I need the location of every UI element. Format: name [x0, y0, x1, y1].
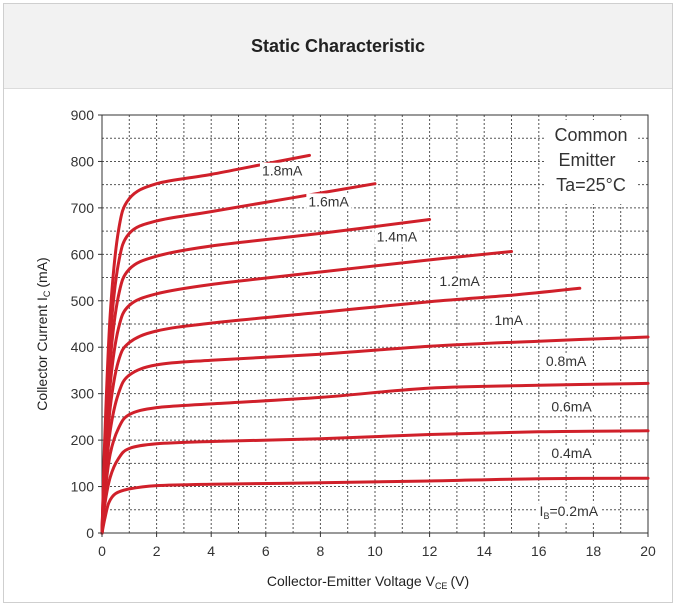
curve-label-background	[259, 162, 306, 179]
x-tick-label: 12	[422, 543, 438, 559]
curve-label: 1.8mA	[262, 163, 303, 179]
curve-label: 0.4mA	[551, 445, 592, 461]
x-tick-label: 20	[640, 543, 656, 559]
y-tick-label: 600	[71, 246, 95, 262]
x-tick-label: 6	[262, 543, 270, 559]
annotation-box: Common Emitter Ta=25°C	[544, 120, 637, 204]
y-tick-label: 0	[86, 525, 94, 541]
curve-label-background	[492, 311, 526, 328]
y-axis-title: Collector Current IC (mA)	[34, 257, 52, 410]
series-line	[100, 381, 650, 535]
chart-title: Static Characteristic	[250, 35, 426, 56]
curve-labels: IB=0.2mA 0.4mA 0.6mA 0.8mA 1mA 1.2mA 1.4mA 1.6m…	[259, 162, 601, 522]
series-line	[100, 429, 650, 535]
x-tick-label: 2	[153, 543, 161, 559]
x-tick-label: 16	[531, 543, 547, 559]
annotation-line-1: Common	[554, 125, 627, 145]
y-tick-label: 100	[71, 479, 95, 495]
curve-label-background	[374, 228, 420, 245]
curve-label: 1mA	[494, 312, 523, 328]
series-line	[100, 335, 650, 535]
curve-label-background	[537, 503, 601, 522]
x-tick-label: 14	[476, 543, 492, 559]
annotation-line-2: Emitter	[558, 150, 615, 170]
x-axis-title-subscript: CE	[435, 581, 448, 591]
curve-label-background	[543, 353, 589, 370]
curve-label-background	[437, 272, 483, 289]
annotation-background	[544, 120, 637, 204]
y-tick-label: 300	[71, 386, 95, 402]
curve-label: 1.4mA	[377, 229, 418, 245]
annotation-line-3: Ta=25°C	[556, 175, 626, 195]
y-tick-label: 900	[71, 107, 95, 123]
series-line	[100, 153, 311, 535]
series-line	[100, 476, 650, 535]
curve-label-background	[549, 398, 595, 415]
y-tick-label: 800	[71, 153, 95, 169]
x-tick-label: 0	[98, 543, 106, 559]
series-line	[100, 250, 513, 535]
chart-card: Static Characteristic 0 2 4 6 8 10 12 14 16 18 20 0…	[3, 3, 673, 603]
x-axis-title-main: Collector-Emitter Voltage V	[267, 573, 436, 589]
tick-labels: 0 2 4 6 8 10 12 14 16 18 2001002003004005006007008…	[71, 107, 656, 559]
x-tick-label: 8	[317, 543, 325, 559]
curve-label: IB=0.2mA	[540, 503, 599, 521]
curve-label: 0.8mA	[546, 353, 587, 369]
x-tick-label: 10	[367, 543, 383, 559]
x-tick-label: 4	[207, 543, 215, 559]
static-characteristic-chart: 0 2 4 6 8 10 12 14 16 18 2001002003004005006007008…	[34, 107, 656, 591]
y-tick-label: 700	[71, 200, 95, 216]
y-axis-title-unit: (mA)	[34, 257, 50, 287]
curve-label-background	[306, 193, 352, 210]
y-axis-title-subscript: C	[42, 290, 52, 297]
x-axis-title: Collector-Emitter Voltage VCE (V)	[267, 573, 469, 591]
curve-label-background	[549, 445, 595, 462]
chart-header: Static Characteristic	[4, 4, 672, 89]
y-tick-label: 400	[71, 339, 95, 355]
y-axis-title-group: Collector Current IC (mA)	[34, 257, 52, 410]
x-axis-title-unit: (V)	[450, 573, 469, 589]
curve-label: 1.6mA	[308, 193, 349, 209]
y-tick-label: 200	[71, 432, 95, 448]
x-tick-label: 18	[586, 543, 602, 559]
series-group	[100, 153, 650, 535]
y-tick-label: 500	[71, 293, 95, 309]
curve-label: 1.2mA	[439, 273, 480, 289]
y-axis-title-main: Collector Current I	[34, 297, 50, 411]
curve-label: 0.6mA	[551, 399, 592, 415]
